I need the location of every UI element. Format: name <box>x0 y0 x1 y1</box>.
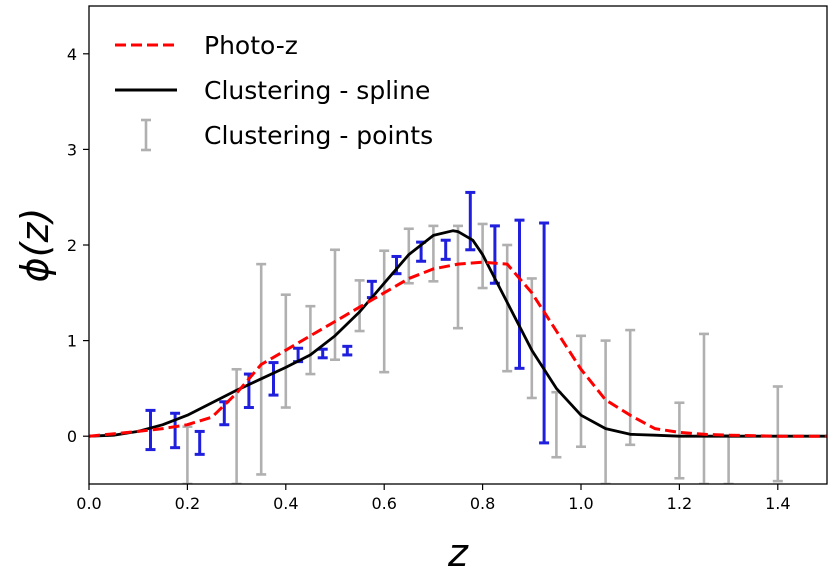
errorbar-gray <box>182 425 193 484</box>
errorbar-gray <box>256 262 267 476</box>
errorbar-blue <box>268 361 279 397</box>
x-tick-label: 0.0 <box>76 494 101 513</box>
errorbar-blue <box>219 400 230 427</box>
errorbar-blue <box>194 429 205 456</box>
errorbar-blue <box>440 238 451 261</box>
legend-points-swatch <box>141 118 151 152</box>
legend-label: Clustering - points <box>204 121 433 150</box>
spline-line <box>89 229 827 438</box>
legend-label: Clustering - spline <box>204 76 430 105</box>
legend-label: Photo-z <box>204 31 298 60</box>
x-tick-label: 0.4 <box>273 494 298 513</box>
errorbar-gray <box>772 385 783 483</box>
errorbar-gray <box>379 249 390 374</box>
y-tick-label: 3 <box>67 140 77 159</box>
errorbar-gray <box>330 248 340 362</box>
y-axis-title: ϕ(z) <box>13 208 57 283</box>
errorbar-gray <box>526 277 537 400</box>
x-tick-label: 0.2 <box>175 494 200 513</box>
x-tick-label: 0.6 <box>371 494 396 513</box>
errorbar-gray <box>305 304 316 376</box>
errorbar-blue <box>514 218 525 370</box>
x-tick-label: 1.2 <box>667 494 692 513</box>
errorbar-gray <box>231 367 242 484</box>
errorbar-gray <box>699 332 709 484</box>
errorbar-gray <box>576 334 586 449</box>
errorbar-blue <box>342 344 353 357</box>
x-tick-label: 0.8 <box>470 494 495 513</box>
errorbar-gray <box>600 339 611 484</box>
errorbar-gray <box>453 224 463 330</box>
errorbar-blue <box>317 347 328 360</box>
photo-z-line <box>89 260 827 438</box>
errorbar-blue <box>539 221 550 445</box>
errorbar-blue <box>145 408 156 452</box>
x-axis-title: z <box>447 531 469 575</box>
errorbar-gray <box>674 401 685 480</box>
x-tick-label: 1.4 <box>765 494 790 513</box>
y-tick-label: 4 <box>67 45 77 64</box>
x-tick-label: 1.0 <box>568 494 593 513</box>
y-tick-label: 1 <box>67 332 77 351</box>
errorbar-gray <box>625 328 636 447</box>
errorbar-gray <box>723 433 734 484</box>
y-tick-label: 2 <box>67 236 77 255</box>
errorbar-gray <box>551 390 562 459</box>
y-tick-label: 0 <box>67 427 77 446</box>
